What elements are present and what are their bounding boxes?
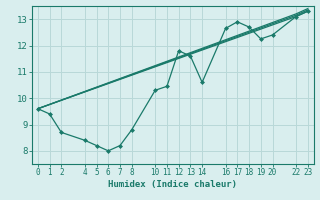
X-axis label: Humidex (Indice chaleur): Humidex (Indice chaleur) (108, 180, 237, 189)
